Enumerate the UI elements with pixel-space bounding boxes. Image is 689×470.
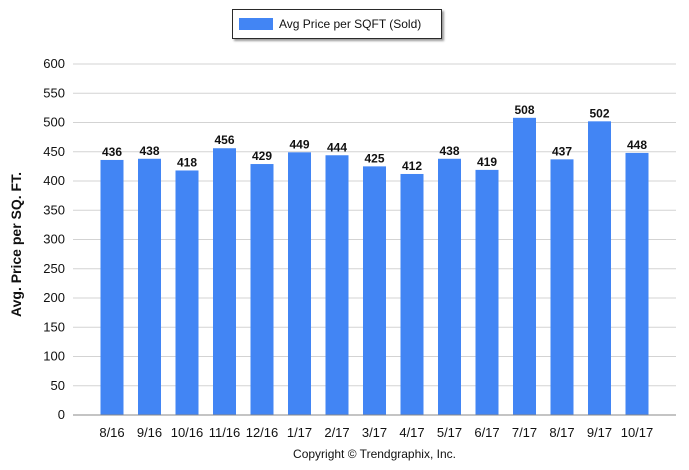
data-label: 429: [252, 149, 272, 163]
y-tick-label: 200: [43, 290, 65, 305]
x-tick-label: 8/17: [549, 425, 574, 440]
x-tick-label: 12/16: [246, 425, 279, 440]
data-label: 508: [514, 103, 534, 117]
bar: [213, 148, 236, 416]
x-tick-label: 4/17: [399, 425, 424, 440]
y-tick-label: 500: [43, 115, 65, 130]
x-axis-ticks: 8/16 9/16 10/16 11/16 12/16 1/17 2/17 3/17 4/17 5…: [99, 425, 653, 440]
y-tick-label: 300: [43, 232, 65, 247]
y-tick-label: 100: [43, 349, 65, 364]
data-label: 425: [364, 151, 384, 165]
copyright-footer: Copyright © Trendgraphix, Inc.: [293, 447, 456, 461]
bar: [288, 152, 311, 415]
data-labels: 436 438 418 456 429 449 444 425 412 438 419 508 437 5…: [102, 103, 647, 173]
data-label: 444: [327, 140, 347, 154]
x-tick-label: 10/17: [621, 425, 654, 440]
legend: Avg Price per SQFT (Sold): [232, 9, 442, 39]
data-label: 436: [102, 145, 122, 159]
bar: [475, 169, 499, 415]
data-label: 448: [627, 138, 647, 152]
bar: [438, 158, 461, 415]
x-tick-label: 7/17: [512, 425, 537, 440]
data-label: 437: [552, 144, 572, 158]
y-tick-label: 350: [43, 202, 65, 217]
y-axis-label: Avg. Price per SQ. FT.: [8, 172, 24, 317]
y-tick-label: 150: [43, 319, 65, 334]
y-tick-label: 450: [43, 144, 65, 159]
data-label: 412: [402, 159, 422, 173]
bar-chart: 0 50 100 150 200 250 300 350 400 450 500 550 600 436…: [8, 56, 676, 440]
x-tick-label: 1/17: [287, 425, 312, 440]
legend-swatch: [239, 18, 273, 30]
bar: [513, 117, 536, 415]
x-tick-label: 8/16: [99, 425, 124, 440]
y-tick-label: 600: [43, 56, 65, 71]
data-label: 418: [177, 155, 197, 169]
data-label: 502: [589, 106, 609, 120]
data-label: 438: [139, 144, 159, 158]
y-tick-label: 400: [43, 173, 65, 188]
y-tick-label: 50: [51, 378, 65, 393]
bar: [250, 164, 274, 415]
x-tick-label: 9/16: [137, 425, 162, 440]
data-label: 419: [477, 155, 497, 169]
bars: [100, 117, 649, 416]
y-tick-label: 0: [58, 407, 65, 422]
bar: [550, 159, 574, 415]
x-tick-label: 5/17: [437, 425, 462, 440]
bar: [100, 159, 124, 415]
data-label: 449: [289, 137, 309, 151]
y-tick-label: 250: [43, 261, 65, 276]
x-tick-label: 2/17: [324, 425, 349, 440]
bar: [400, 173, 424, 415]
data-label: 456: [214, 133, 234, 147]
x-tick-label: 10/16: [171, 425, 204, 440]
bar: [363, 166, 386, 415]
x-tick-label: 9/17: [587, 425, 612, 440]
bar: [138, 158, 161, 415]
x-tick-label: 11/16: [209, 425, 241, 440]
legend-label: Avg Price per SQFT (Sold): [279, 17, 422, 31]
bar: [588, 121, 611, 415]
x-tick-label: 6/17: [474, 425, 499, 440]
x-tick-label: 3/17: [362, 425, 387, 440]
y-tick-label: 550: [43, 85, 65, 100]
bar: [325, 155, 349, 415]
bar: [175, 170, 199, 415]
y-axis-ticks: 0 50 100 150 200 250 300 350 400 450 500 550 600: [43, 56, 65, 422]
data-label: 438: [439, 144, 459, 158]
bar: [625, 152, 649, 416]
